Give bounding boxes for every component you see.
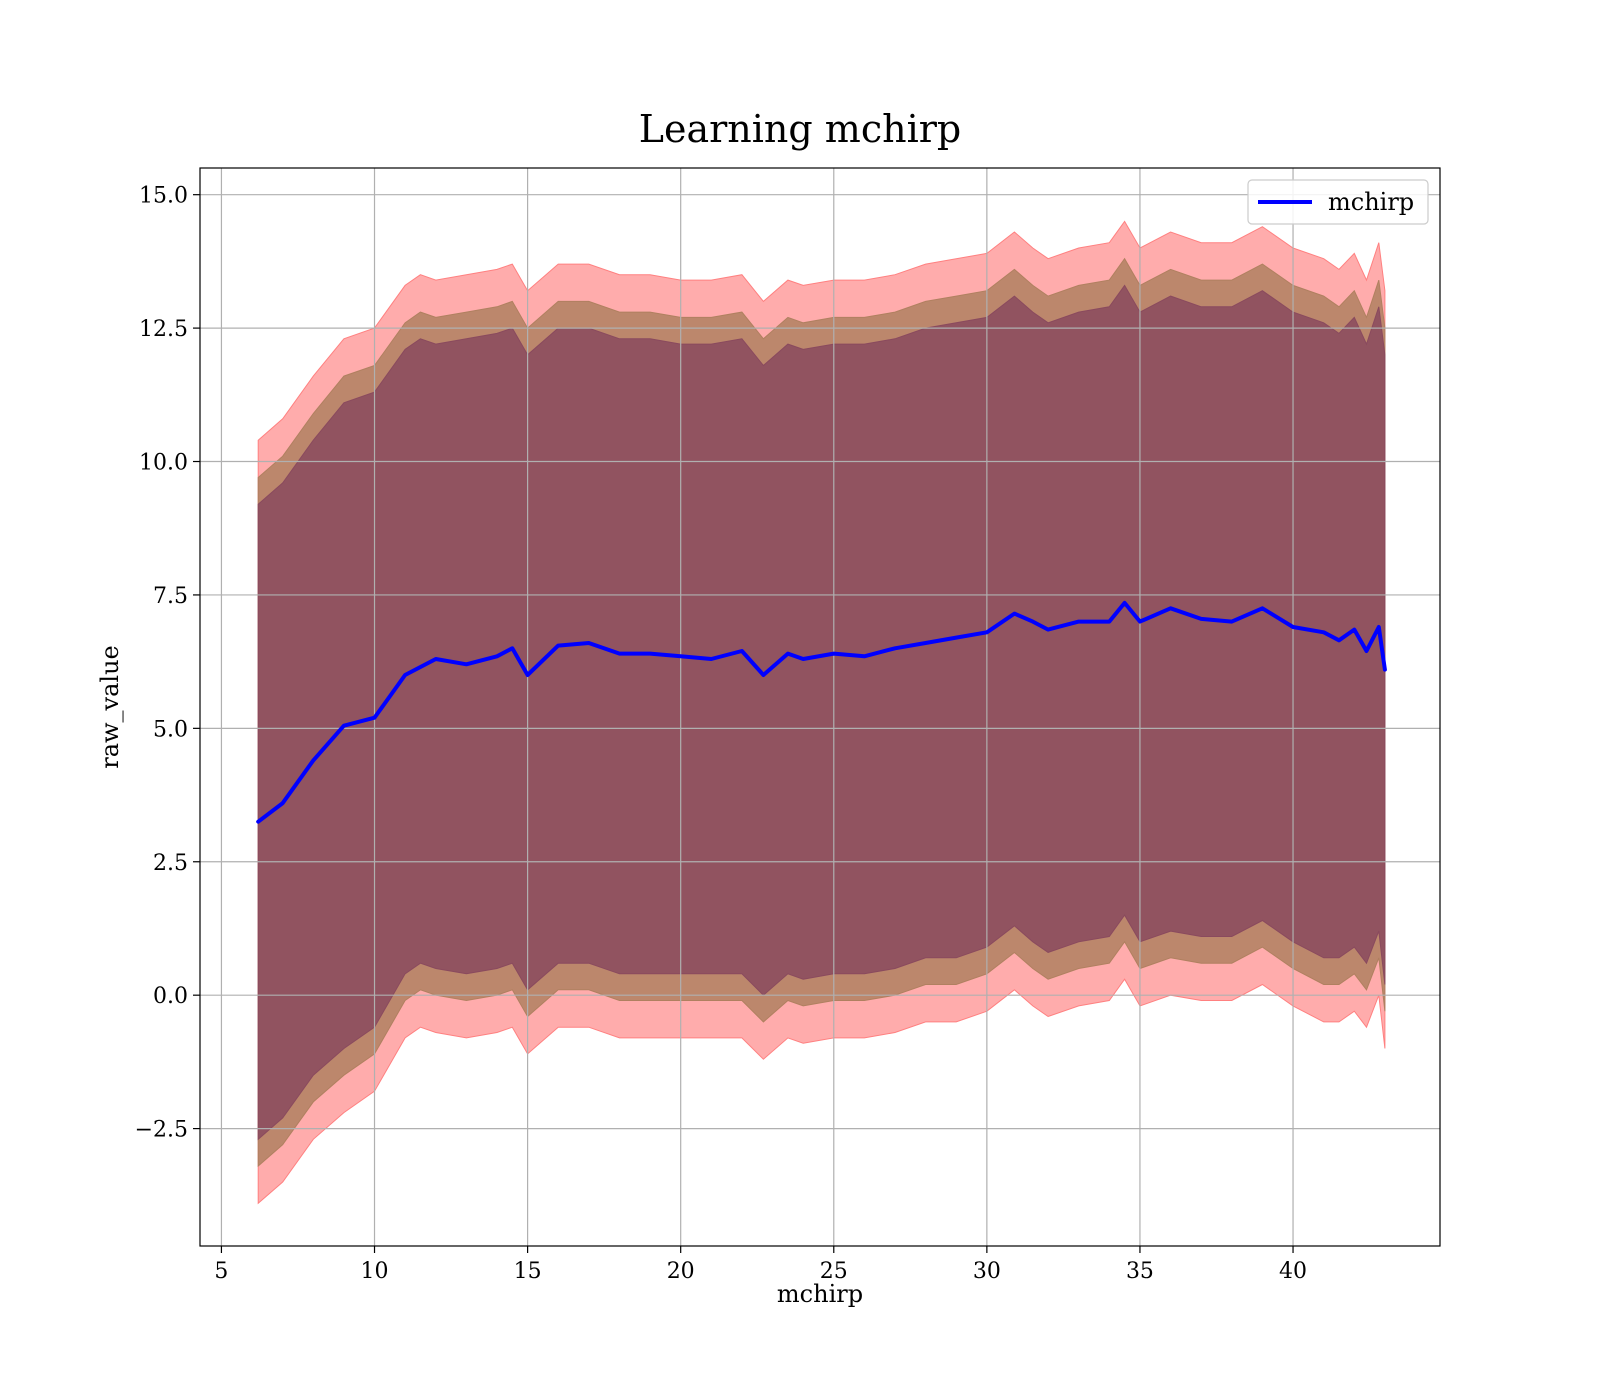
x-tick-label: 35 (1126, 1259, 1154, 1284)
x-tick-label: 15 (514, 1259, 542, 1284)
series-lines (256, 600, 1387, 824)
plot-frame (199, 167, 1441, 1247)
legend: mchirp (1247, 179, 1429, 225)
y-tick-label: 7.5 (153, 584, 188, 609)
chart-title: Learning mchirp (639, 107, 961, 151)
y-tick-label: 15.0 (139, 184, 188, 209)
legend-label: mchirp (1328, 188, 1414, 216)
x-tick-label: 30 (973, 1259, 1001, 1284)
band-3 (257, 284, 1386, 1141)
x-axis-label: mchirp (777, 1280, 863, 1308)
x-tick-label: 40 (1279, 1259, 1307, 1284)
grid (200, 168, 1440, 1246)
y-axis: −2.5 0.0 2.5 5.0 7.5 10.0 12.5 15.0 (135, 184, 200, 1143)
y-tick-label: 2.5 (153, 851, 188, 876)
x-axis: 5 10 15 20 25 30 35 40 (214, 1246, 1307, 1284)
y-tick-label: 10.0 (139, 451, 188, 476)
y-tick-label: 0.0 (153, 984, 188, 1009)
y-tick-label: 5.0 (153, 717, 188, 742)
x-tick-label: 20 (667, 1259, 695, 1284)
y-axis-label: raw_value (96, 645, 124, 769)
confidence-bands (257, 220, 1386, 1205)
series-line-mchirp (256, 600, 1387, 824)
x-tick-label: 5 (214, 1259, 228, 1284)
x-tick-label: 25 (820, 1259, 848, 1284)
x-tick-label: 10 (361, 1259, 389, 1284)
y-tick-label: 12.5 (139, 317, 188, 342)
legend-box (1247, 179, 1429, 225)
y-tick-label: −2.5 (135, 1118, 188, 1143)
